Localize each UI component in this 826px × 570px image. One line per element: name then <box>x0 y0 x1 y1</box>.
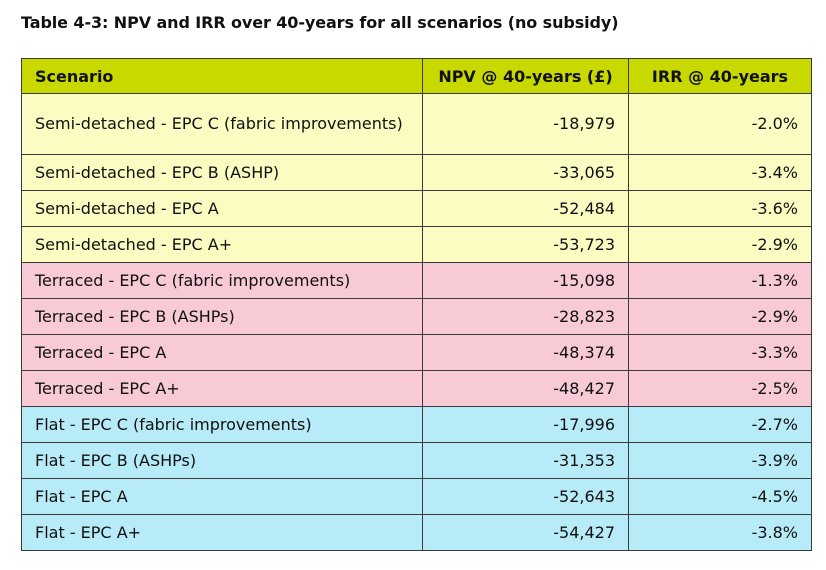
scenario-cell: Semi-detached - EPC A <box>21 190 423 227</box>
npv-cell: -53,723 <box>422 226 629 263</box>
irr-cell: -1.3% <box>628 262 812 299</box>
table-row: Semi-detached - EPC A -52,484 -3.6% <box>21 190 812 227</box>
irr-cell: -4.5% <box>628 478 812 515</box>
irr-cell: -2.7% <box>628 406 812 443</box>
table-row: Terraced - EPC C (fabric improvements) -… <box>21 262 812 299</box>
header-scenario: Scenario <box>21 58 423 94</box>
irr-cell: -3.4% <box>628 154 812 191</box>
npv-cell: -33,065 <box>422 154 629 191</box>
scenario-cell: Terraced - EPC A <box>21 334 423 371</box>
table-row: Terraced - EPC A+ -48,427 -2.5% <box>21 370 812 407</box>
header-npv: NPV @ 40-years (£) <box>422 58 629 94</box>
scenario-cell: Flat - EPC C (fabric improvements) <box>21 406 423 443</box>
table-row: Flat - EPC B (ASHPs) -31,353 -3.9% <box>21 442 812 479</box>
irr-cell: -3.6% <box>628 190 812 227</box>
npv-cell: -31,353 <box>422 442 629 479</box>
table-row: Terraced - EPC B (ASHPs) -28,823 -2.9% <box>21 298 812 335</box>
npv-cell: -15,098 <box>422 262 629 299</box>
scenario-cell: Terraced - EPC C (fabric improvements) <box>21 262 423 299</box>
irr-cell: -2.0% <box>628 93 812 155</box>
irr-cell: -2.9% <box>628 298 812 335</box>
irr-cell: -3.9% <box>628 442 812 479</box>
table-row: Flat - EPC A -52,643 -4.5% <box>21 478 812 515</box>
irr-cell: -2.5% <box>628 370 812 407</box>
irr-cell: -3.8% <box>628 514 812 551</box>
npv-cell: -28,823 <box>422 298 629 335</box>
table-row: Semi-detached - EPC C (fabric improvemen… <box>21 93 812 155</box>
scenario-cell: Terraced - EPC A+ <box>21 370 423 407</box>
table-row: Flat - EPC A+ -54,427 -3.8% <box>21 514 812 551</box>
table-row: Flat - EPC C (fabric improvements) -17,9… <box>21 406 812 443</box>
npv-irr-table: Scenario NPV @ 40-years (£) IRR @ 40-yea… <box>21 58 812 551</box>
scenario-cell: Flat - EPC A+ <box>21 514 423 551</box>
npv-cell: -18,979 <box>422 93 629 155</box>
scenario-cell: Terraced - EPC B (ASHPs) <box>21 298 423 335</box>
irr-cell: -2.9% <box>628 226 812 263</box>
table-row: Terraced - EPC A -48,374 -3.3% <box>21 334 812 371</box>
npv-cell: -48,427 <box>422 370 629 407</box>
table-row: Semi-detached - EPC B (ASHP) -33,065 -3.… <box>21 154 812 191</box>
npv-cell: -54,427 <box>422 514 629 551</box>
scenario-cell: Semi-detached - EPC C (fabric improvemen… <box>21 93 423 155</box>
npv-cell: -52,484 <box>422 190 629 227</box>
scenario-cell: Flat - EPC B (ASHPs) <box>21 442 423 479</box>
table-header-row: Scenario NPV @ 40-years (£) IRR @ 40-yea… <box>21 58 812 94</box>
npv-cell: -52,643 <box>422 478 629 515</box>
scenario-cell: Semi-detached - EPC A+ <box>21 226 423 263</box>
scenario-cell: Semi-detached - EPC B (ASHP) <box>21 154 423 191</box>
scenario-cell: Flat - EPC A <box>21 478 423 515</box>
table-caption: Table 4-3: NPV and IRR over 40-years for… <box>21 13 619 32</box>
npv-cell: -48,374 <box>422 334 629 371</box>
npv-cell: -17,996 <box>422 406 629 443</box>
table-row: Semi-detached - EPC A+ -53,723 -2.9% <box>21 226 812 263</box>
header-irr: IRR @ 40-years <box>628 58 812 94</box>
irr-cell: -3.3% <box>628 334 812 371</box>
